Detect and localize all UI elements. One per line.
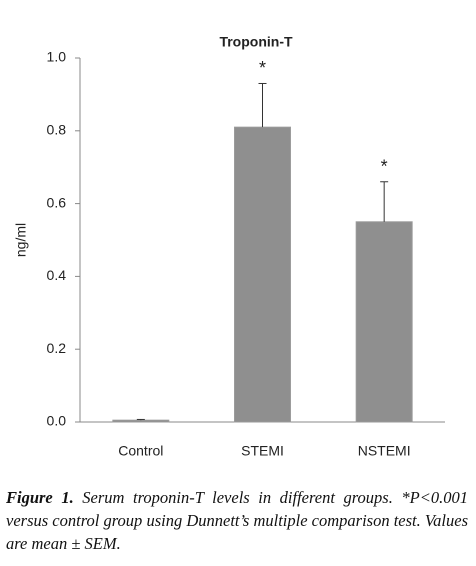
- x-tick-label: STEMI: [241, 443, 284, 459]
- caption-label: Figure 1.: [6, 488, 74, 507]
- significance-marker: *: [381, 157, 388, 177]
- y-tick-label: 0.4: [47, 267, 67, 283]
- x-tick-label: Control: [118, 443, 163, 459]
- y-tick-label: 0.0: [47, 413, 67, 429]
- significance-marker: *: [259, 58, 266, 78]
- y-axis-label: ng/ml: [13, 223, 29, 257]
- bar: [355, 221, 413, 423]
- bar: [234, 126, 291, 423]
- y-tick-label: 0.6: [47, 194, 67, 210]
- y-tick-label: 0.8: [47, 122, 67, 138]
- caption-text: Serum troponin-T levels in different gro…: [6, 488, 468, 553]
- y-tick-label: 0.2: [47, 340, 67, 356]
- x-tick-label: NSTEMI: [358, 443, 411, 459]
- chart-title: Troponin-T: [219, 34, 293, 50]
- y-tick-label: 1.0: [47, 49, 67, 65]
- caption: Figure 1. Serum troponin-T levels in dif…: [6, 486, 468, 555]
- bar: [112, 419, 170, 423]
- chart: Troponin-T ng/ml 0.0 0.2 0.4 0.6 0.8 1.0 Contr…: [13, 34, 445, 459]
